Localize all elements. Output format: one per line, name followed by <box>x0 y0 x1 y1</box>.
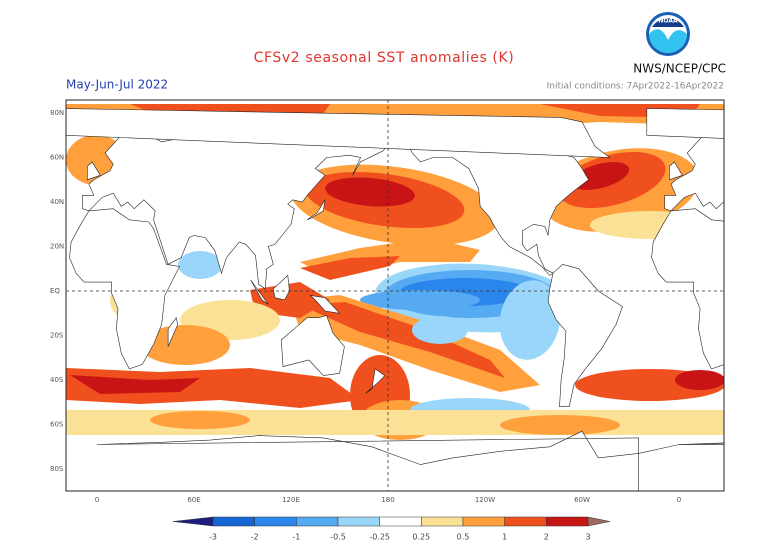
colorbar-bin <box>254 516 297 527</box>
anomaly-patch <box>300 256 400 280</box>
colorbar-bin <box>546 516 589 527</box>
land <box>167 316 179 347</box>
land <box>669 161 683 181</box>
colorbar-bin <box>421 516 464 527</box>
land <box>547 263 623 407</box>
colorbar-bin <box>212 516 255 527</box>
period: May-Jun-Jul 2022 <box>66 78 168 92</box>
land <box>309 294 341 314</box>
land <box>750 318 760 347</box>
anomaly-patch <box>150 411 250 429</box>
lon-label: 120W <box>475 496 495 504</box>
colorbar-label: 0.25 <box>412 533 430 542</box>
colorbar-label: 0.5 <box>457 533 470 542</box>
lat-label: 60S <box>50 421 64 429</box>
anomaly-patch <box>412 316 468 344</box>
agency: NWS/NCEP/CPC <box>633 62 726 76</box>
lat-label: 40N <box>50 198 64 206</box>
lat-label: 80S <box>50 465 64 473</box>
land <box>646 108 724 139</box>
land <box>66 108 611 158</box>
lon-label: 120E <box>282 496 300 504</box>
lat-label: 80N <box>50 109 64 117</box>
anomaly-patch <box>178 251 222 279</box>
colorbar-label: -1 <box>292 533 300 542</box>
colorbar-label: 3 <box>585 533 590 542</box>
colorbar-label: 2 <box>544 533 549 542</box>
lat-label: EQ <box>50 287 60 295</box>
lat-label: 60N <box>50 154 64 162</box>
land <box>307 199 326 221</box>
land <box>280 315 345 376</box>
lat-label: 40S <box>50 376 64 384</box>
land <box>664 133 724 212</box>
land <box>69 208 180 370</box>
land <box>96 430 724 491</box>
anomaly-patch <box>300 302 505 378</box>
land <box>365 368 386 394</box>
colorbar-bin <box>172 516 214 527</box>
chart-title: CFSv2 seasonal SST anomalies (K) <box>254 50 515 66</box>
colorbar-bin <box>504 516 547 527</box>
noaa-logo: NOAA <box>646 12 690 56</box>
colorbar-label: -3 <box>209 533 217 542</box>
colorbar: -3 -2 -1 -0.5 -0.25 0.25 0.5 1 2 3 <box>172 516 611 542</box>
anomaly-patch <box>66 368 360 408</box>
lon-label: 180 <box>381 496 394 504</box>
lon-label: 0 <box>95 496 99 504</box>
initial-conditions: Initial conditions: 7Apr2022-16Apr2022 <box>547 82 724 92</box>
colorbar-bin <box>379 516 422 527</box>
continents <box>66 108 760 491</box>
lat-label: 20S <box>50 332 64 340</box>
land <box>87 161 101 181</box>
map-frame <box>65 99 725 492</box>
colorbar-label: -2 <box>251 533 259 542</box>
anomaly-patch <box>325 177 415 207</box>
colorbar-bin <box>587 516 611 527</box>
anomaly-patch <box>500 415 620 435</box>
colorbar-label: 1 <box>502 533 507 542</box>
colorbar-label: -0.25 <box>369 533 390 542</box>
colorbar-label: -0.5 <box>330 533 346 542</box>
anomaly-patch <box>675 370 724 390</box>
anomaly-patch <box>70 375 200 394</box>
anomaly-patch <box>570 162 630 190</box>
map-axes: 80N 60N 40N 20N EQ 20S 40S 60S 80S 0 60E 120E 180 120… <box>50 109 681 504</box>
logo-text: NOAA <box>658 18 678 25</box>
colorbar-bin <box>296 516 339 527</box>
lat-label: 20N <box>50 243 64 251</box>
lon-label: 60E <box>187 496 200 504</box>
land <box>651 208 724 370</box>
lon-label: 0 <box>677 496 681 504</box>
colorbar-bin <box>337 516 380 527</box>
colorbar-bin <box>462 516 505 527</box>
land <box>250 279 269 305</box>
land <box>679 442 724 445</box>
anomaly-patch <box>140 325 230 365</box>
anomaly-patch <box>360 290 480 310</box>
land <box>272 274 290 301</box>
anomaly-patch <box>499 280 561 360</box>
lon-label: 60W <box>574 496 590 504</box>
